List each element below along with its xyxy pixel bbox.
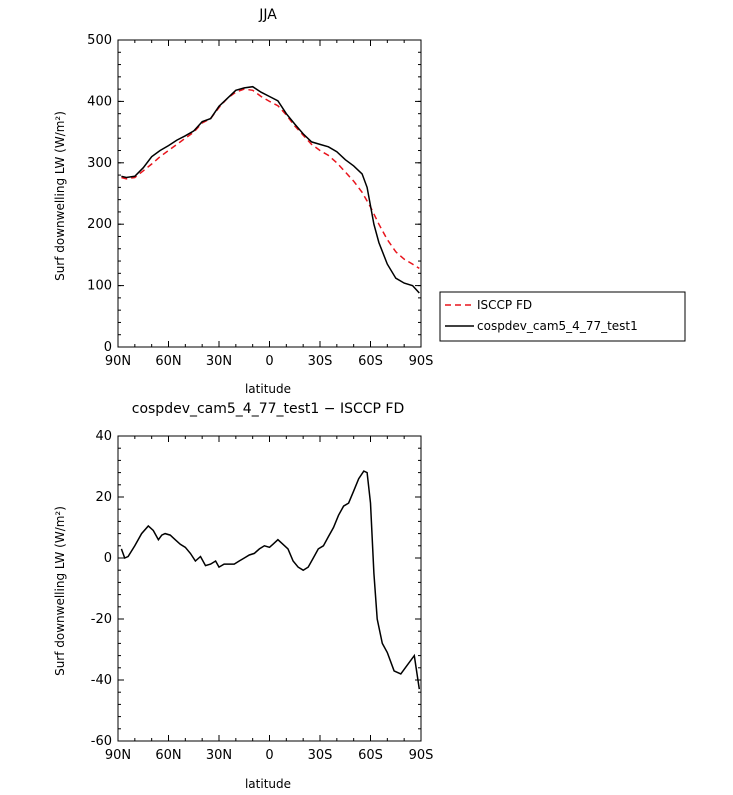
- legend-box: [439, 291, 686, 342]
- bottom-y-axis-label: Surf downwelling LW (W/m²): [53, 506, 67, 676]
- bottom-series-group: [120, 470, 421, 690]
- x-tick-label: 60N: [155, 354, 181, 369]
- bottom-chart-title: cospdev_cam5_4_77_test1 − ISCCP FD: [132, 401, 405, 417]
- legend: ISCCP FD cospdev_cam5_4_77_test1: [439, 291, 686, 342]
- x-tick-label: 90S: [409, 748, 434, 763]
- y-tick-label: 0: [104, 340, 112, 355]
- y-tick-label: 100: [87, 279, 112, 294]
- series-line-cospdev-cam5-4-77-test1: [121, 85, 420, 294]
- x-tick-label: 60S: [358, 748, 383, 763]
- x-tick-label: 30S: [308, 748, 333, 763]
- x-tick-label: 0: [265, 354, 273, 369]
- x-tick-label: 30N: [206, 354, 232, 369]
- y-tick-label: 200: [87, 217, 112, 232]
- top-plot-frame: [117, 39, 422, 348]
- y-tick-label: 40: [95, 429, 112, 444]
- top-axis-ticks: 90N 60N 30N 0 30S 60S 90S 0 100 200 300 400 500: [87, 33, 433, 369]
- x-tick-label: 30N: [206, 748, 232, 763]
- series-line-difference: [120, 470, 421, 690]
- x-tick-label: 60N: [155, 748, 181, 763]
- top-x-axis-label: latitude: [245, 382, 291, 396]
- top-y-axis-label: Surf downwelling LW (W/m²): [53, 111, 67, 281]
- bottom-x-axis-label: latitude: [245, 777, 291, 791]
- x-tick-label: 90S: [409, 354, 434, 369]
- bottom-axis-ticks: 90N 60N 30N 0 30S 60S 90S -60 -40 -20 0 20 40: [91, 429, 434, 763]
- y-tick-label: -60: [91, 734, 112, 749]
- legend-label-model: cospdev_cam5_4_77_test1: [477, 319, 638, 333]
- x-tick-label: 90N: [105, 354, 131, 369]
- y-tick-label: 300: [87, 156, 112, 171]
- x-tick-label: 0: [265, 748, 273, 763]
- top-chart-title: JJA: [258, 7, 277, 23]
- y-tick-label: 20: [95, 490, 112, 505]
- series-line-isccp-fd: [121, 88, 420, 270]
- legend-label-isccp: ISCCP FD: [477, 298, 532, 312]
- top-panel: JJA 90N 60N 30N 0 30S 60S 90S0100200300400500 …: [53, 7, 686, 396]
- x-tick-label: 60S: [358, 354, 383, 369]
- y-tick-label: 400: [87, 94, 112, 109]
- y-tick-label: 500: [87, 33, 112, 48]
- x-tick-label: 90N: [105, 748, 131, 763]
- y-tick-label: -20: [91, 612, 112, 627]
- x-tick-label: 30S: [308, 354, 333, 369]
- bottom-panel: cospdev_cam5_4_77_test1 − ISCCP FD 90N 60…: [53, 401, 433, 791]
- top-series-group: [121, 85, 420, 294]
- y-tick-label: 0: [104, 551, 112, 566]
- y-tick-label: -40: [91, 673, 112, 688]
